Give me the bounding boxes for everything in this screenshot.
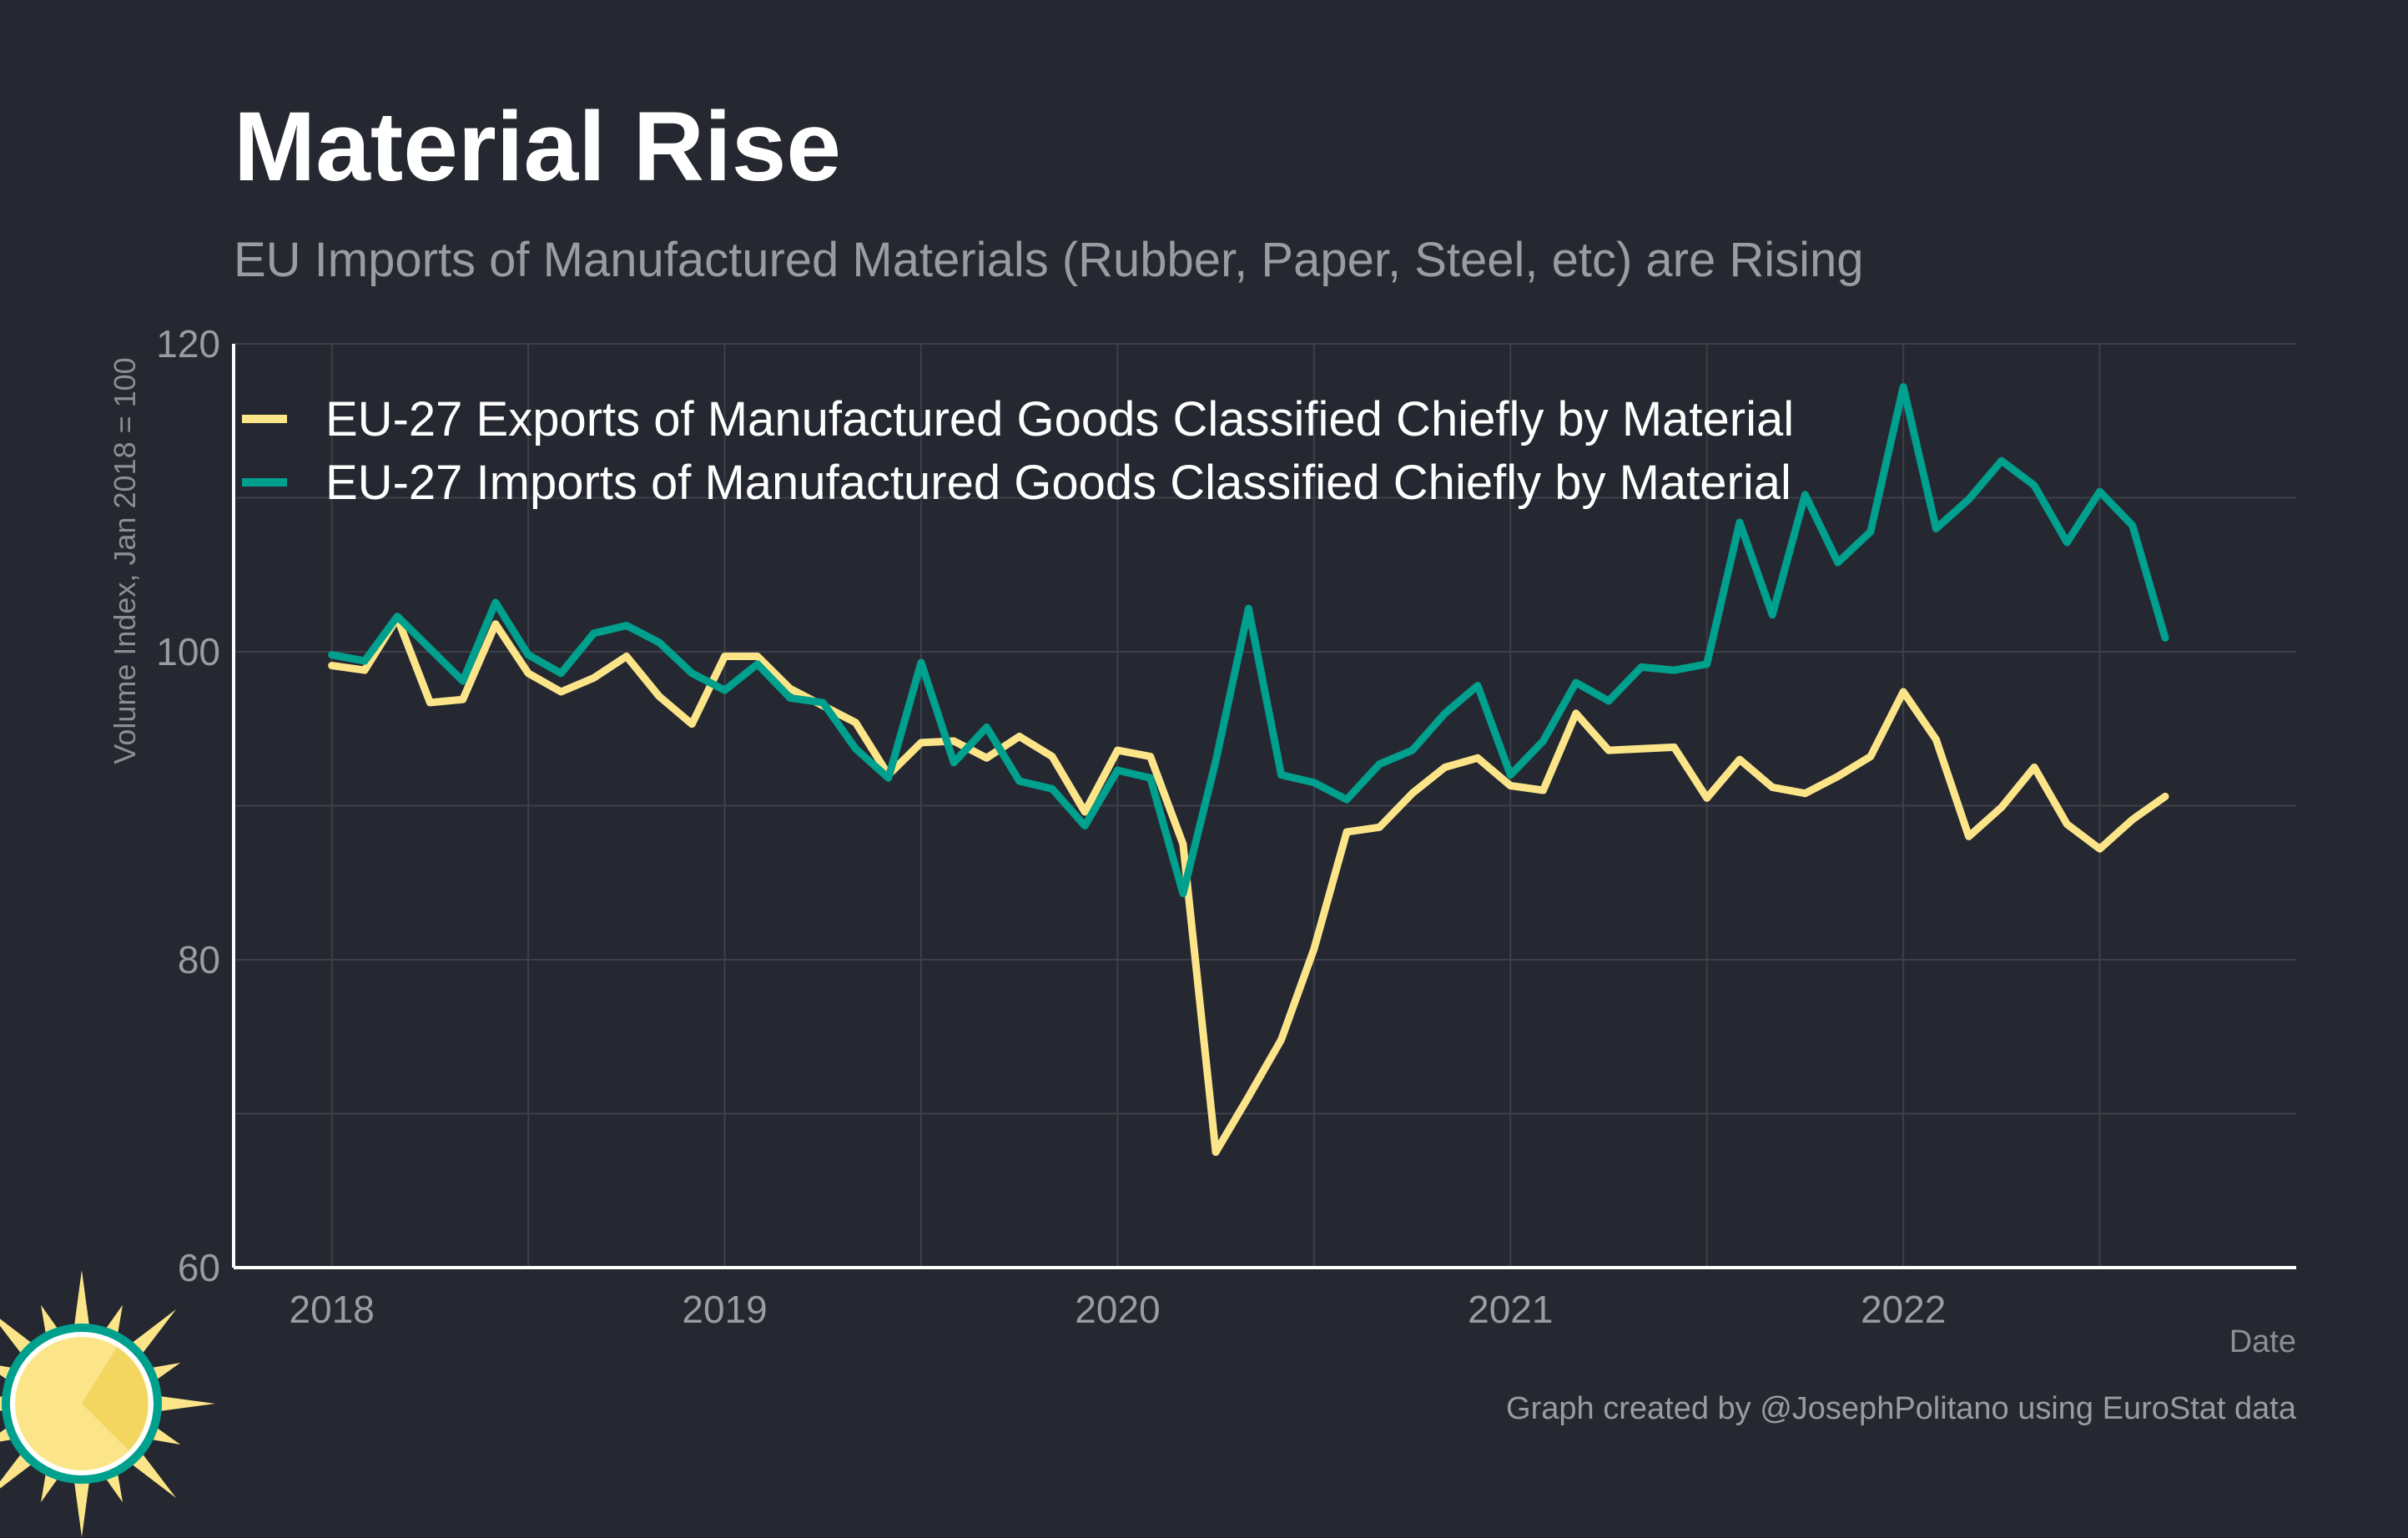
legend-label-exports: EU-27 Exports of Manufactured Goods Clas… [325,392,1794,446]
x-tick-label: 2021 [1468,1288,1553,1331]
x-tick-labels: 2018 2019 2020 2021 2022 [290,1288,1947,1331]
x-tick-label: 2020 [1075,1288,1160,1331]
chart-title: Material Rise [234,92,841,202]
legend-label-imports: EU-27 Imports of Manufactured Goods Clas… [325,456,1791,510]
y-axis-title: Volume Index, Jan 2018 = 100 [108,357,142,764]
y-tick-label: 60 [178,1246,220,1289]
x-tick-label: 2018 [290,1288,375,1331]
y-tick-labels: 60 80 100 120 [156,322,220,1289]
x-tick-label: 2022 [1861,1288,1946,1331]
sun-ray [149,1394,215,1413]
imports-series-line [328,383,2169,898]
y-tick-label: 100 [156,630,220,673]
axes [232,344,2296,1269]
sun-logo-icon [0,1270,215,1537]
x-tick-label: 2019 [682,1288,767,1331]
series-lines [328,383,2169,1157]
sun-ray [73,1270,91,1336]
exports-series-line [328,613,2169,1157]
chart-subtitle: EU Imports of Manufactured Materials (Ru… [234,233,1864,287]
y-tick-label: 120 [156,322,220,366]
sun-ray [73,1471,91,1537]
y-tick-label: 80 [178,938,220,981]
legend: EU-27 Exports of Manufactured Goods Clas… [242,392,1794,510]
x-axis-title: Date [2229,1324,2296,1359]
sun-shade [82,1347,149,1450]
credit-text: Graph created by @JosephPolitano using E… [1506,1391,2297,1426]
